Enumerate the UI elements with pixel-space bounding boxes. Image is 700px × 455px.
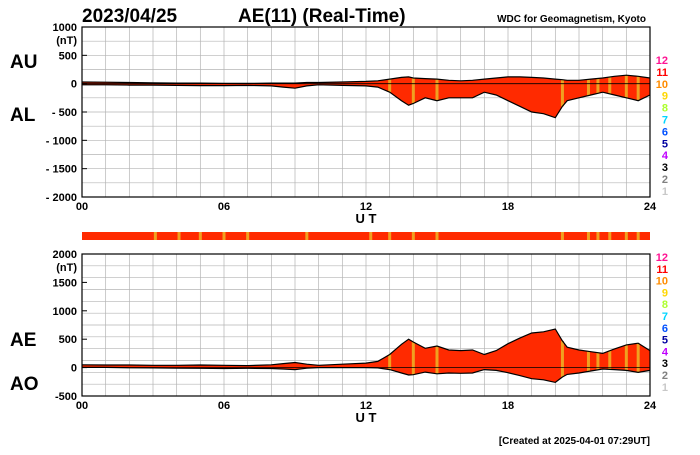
station-bar-highlight — [608, 232, 612, 240]
station-count-label: 8 — [662, 103, 668, 115]
series-label-ao: AO — [10, 374, 39, 395]
y-axis-unit: (nT) — [56, 262, 77, 274]
y-tick-label: 500 — [59, 334, 77, 346]
y-tick-label: - 2000 — [46, 192, 77, 204]
station-bar-highlight — [435, 232, 439, 240]
x-tick-label: 00 — [76, 201, 88, 213]
x-tick-label: 06 — [218, 400, 230, 412]
station-bar-highlight — [560, 232, 564, 240]
x-tick-label: 18 — [502, 201, 514, 213]
series-label-ae: AE — [10, 330, 36, 351]
y-tick-label: 1500 — [53, 277, 77, 289]
station-count-label: 11 — [656, 264, 668, 276]
series-area-fill — [82, 329, 650, 383]
x-axis-label: U T — [356, 211, 377, 226]
y-tick-label: 2000 — [53, 249, 77, 261]
station-bar-base — [82, 232, 650, 240]
y-tick-label: 1000 — [53, 22, 77, 34]
x-tick-label: 12 — [360, 400, 372, 412]
date-title: 2023/04/25 — [82, 6, 178, 27]
x-axis-label: U T — [356, 410, 377, 425]
station-count-label: 1 — [662, 186, 668, 198]
station-count-label: 7 — [662, 115, 668, 127]
station-count-bar — [82, 232, 650, 240]
station-count-label: 9 — [662, 287, 668, 299]
y-tick-label: 500 — [59, 50, 77, 62]
station-count-label: 2 — [662, 174, 668, 186]
panel-2: 2000 1500 1000 500 0 -500 (nT) 00 06 12 18 24 U T AE A… — [10, 249, 657, 425]
station-count-label: 1 — [662, 382, 668, 394]
station-count-label: 8 — [662, 299, 668, 311]
station-count-label: 3 — [662, 358, 668, 370]
y-axis-unit: (nT) — [56, 35, 77, 47]
source-label: WDC for Geomagnetism, Kyoto — [497, 14, 646, 25]
station-bar-highlight — [596, 232, 600, 240]
station-bar-highlight — [411, 232, 415, 240]
x-tick-label: 12 — [360, 201, 372, 213]
y-tick-label: 1000 — [53, 306, 77, 318]
station-count-label: 11 — [656, 67, 668, 79]
chart-title: AE(11) (Real-Time) — [238, 6, 406, 27]
station-count-label: 9 — [662, 91, 668, 103]
station-bar-highlight — [177, 232, 181, 240]
station-count-label: 6 — [662, 126, 668, 138]
station-bar-highlight — [246, 232, 250, 240]
station-bar-highlight — [305, 232, 309, 240]
created-timestamp: [Created at 2025-04-01 07:29UT] — [499, 436, 650, 447]
y-tick-label: -500 — [55, 391, 77, 403]
y-tick-label: 0 — [71, 79, 77, 91]
series-line-ao — [81, 366, 651, 384]
station-count-label: 4 — [662, 346, 669, 358]
x-tick-label: 18 — [502, 400, 514, 412]
station-count-label: 12 — [656, 252, 668, 264]
station-count-label: 10 — [656, 79, 668, 91]
y-tick-label: - 1000 — [46, 135, 77, 147]
y-tick-label: 0 — [71, 363, 77, 375]
station-count-label: 7 — [662, 311, 668, 323]
series-line-al — [82, 84, 651, 119]
y-tick-label: - 1500 — [46, 164, 77, 176]
series-label-au: AU — [10, 52, 37, 73]
station-bar-highlight — [153, 232, 157, 240]
station-count-label: 4 — [662, 150, 669, 162]
station-bar-highlight — [198, 232, 202, 240]
station-count-label: 10 — [656, 276, 668, 288]
station-bar-highlight — [388, 232, 392, 240]
panel-1: 1000 500 0 - 500 - 1000 - 1500 - 2000 (nT) 00 06 1… — [10, 22, 657, 226]
x-tick-label: 24 — [644, 400, 657, 412]
station-count-label: 5 — [662, 138, 668, 150]
x-tick-label: 00 — [76, 400, 88, 412]
station-bar-highlight — [586, 232, 590, 240]
station-count-label: 6 — [662, 323, 668, 335]
station-count-label: 12 — [656, 55, 668, 67]
panels: 1000 500 0 - 500 - 1000 - 1500 - 2000 (nT) 00 06 1… — [10, 22, 657, 425]
x-tick-label: 06 — [218, 201, 230, 213]
plot-frame — [81, 253, 651, 397]
series-line-ae — [81, 328, 651, 367]
station-count-label: 3 — [662, 162, 668, 174]
station-count-label: 2 — [662, 370, 668, 382]
y-tick-label: - 500 — [52, 107, 77, 119]
series-area-fill — [82, 75, 650, 118]
x-tick-label: 24 — [644, 201, 657, 213]
station-bar-highlight — [369, 232, 373, 240]
station-bar-highlight — [222, 232, 226, 240]
station-bar-highlight — [636, 232, 640, 240]
station-count-label: 5 — [662, 335, 668, 347]
series-label-al: AL — [10, 105, 36, 126]
station-bar-highlight — [624, 232, 628, 240]
